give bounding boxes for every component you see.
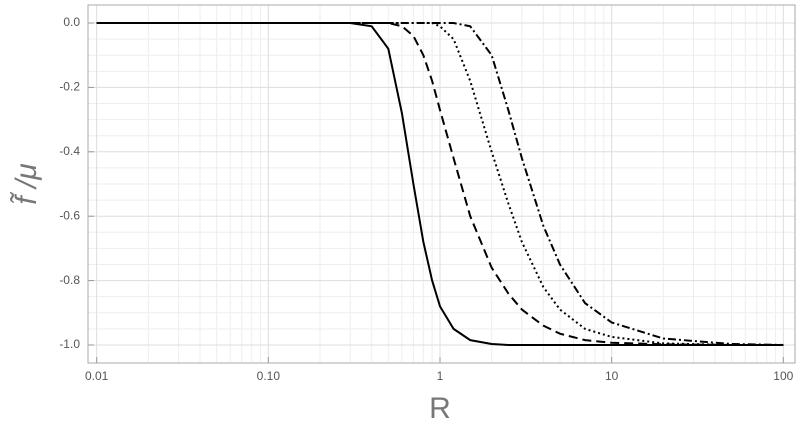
y-tick-label: -1.0 — [59, 337, 80, 351]
series-line — [96, 22, 784, 346]
x-tick-label: 10 — [605, 369, 619, 383]
y-tick-label: -0.4 — [59, 144, 80, 158]
x-tick-label: 1 — [437, 369, 444, 383]
series-line — [96, 22, 784, 346]
y-axis-label: f̃ /μ — [10, 163, 43, 204]
y-tick-label: 0.0 — [63, 15, 80, 29]
y-tick-label: -0.6 — [59, 208, 80, 222]
y-tick-label: -0.8 — [59, 273, 80, 287]
series-line — [96, 22, 784, 346]
x-tick-label: 100 — [773, 369, 793, 383]
plot-frame — [87, 4, 796, 364]
y-tick-label: -0.2 — [59, 80, 80, 94]
x-tick-label: 0.01 — [85, 369, 109, 383]
x-tick-label: 0.10 — [257, 369, 281, 383]
x-axis-label: R — [429, 392, 451, 425]
